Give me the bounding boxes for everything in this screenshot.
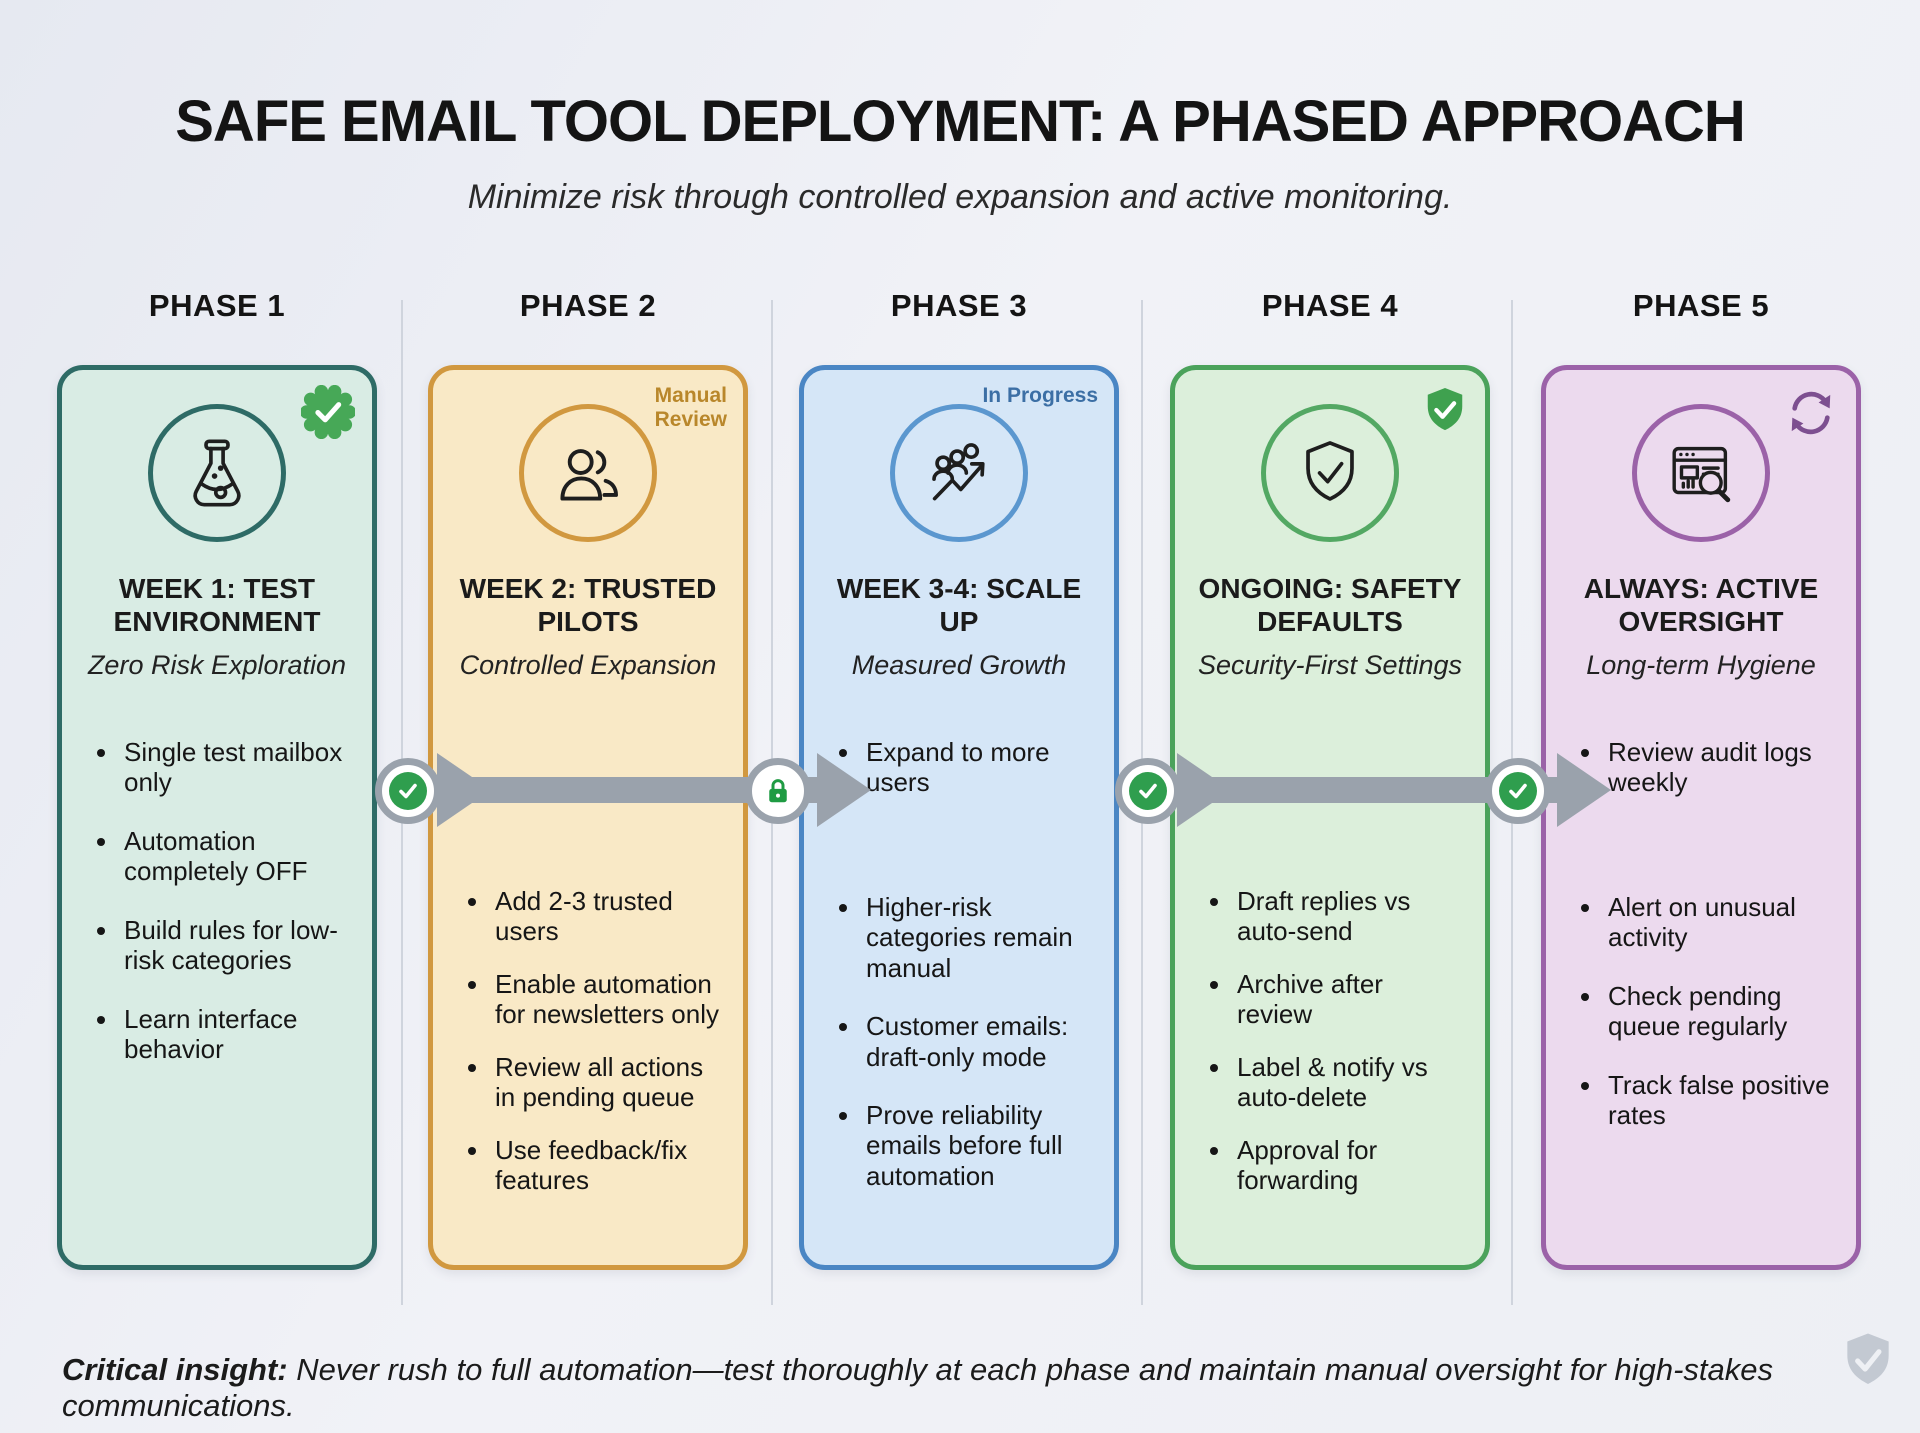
manual-review-badge: Manual Review [654, 384, 727, 432]
arrow-right-icon [1177, 753, 1231, 827]
card-tagline: Long-term Hygiene [1586, 650, 1816, 681]
arrow-right-icon [817, 753, 871, 827]
phase-1-card: WEEK 1: TEST ENVIRONMENT Zero Risk Explo… [57, 365, 377, 1270]
card-title: WEEK 3-4: SCALE UP [836, 573, 1082, 638]
shield-check-badge-icon [1422, 385, 1468, 442]
refresh-cycle-icon [1783, 385, 1839, 446]
shield-check-icon [1261, 404, 1399, 542]
critical-insight-text: Never rush to full automation—test thoro… [62, 1352, 1774, 1423]
phase-5-label: PHASE 5 [1632, 288, 1770, 323]
bullet-item: Higher-risk categories remain manual [862, 892, 1094, 983]
bullet-item: Automation completely OFF [120, 826, 352, 887]
milestone-lock-icon [745, 758, 811, 824]
phase-5-card: ALWAYS: ACTIVE OVERSIGHT Long-term Hygie… [1541, 365, 1861, 1270]
bullet-item: Review audit logs weekly [1604, 737, 1836, 798]
bullet-item: Approval for forwarding [1233, 1135, 1465, 1196]
team-growth-icon [890, 404, 1028, 542]
bullet-item: Single test mailbox only [120, 737, 352, 798]
bullet-item: Enable automation for newsletters only [491, 969, 723, 1030]
page-title: SAFE EMAIL TOOL DEPLOYMENT: A PHASED APP… [175, 89, 1745, 154]
phase-4-label: PHASE 4 [1261, 288, 1399, 323]
bullet-item: Use feedback/fix features [491, 1135, 723, 1196]
verified-seal-check-icon [299, 384, 357, 444]
card-title: ONGOING: SAFETY DEFAULTS [1198, 573, 1462, 638]
bullet-list: Add 2-3 trusted users Enable automation … [449, 886, 727, 1217]
bullet-item: Draft replies vs auto-send [1233, 886, 1465, 947]
arrow-right-icon [1557, 753, 1611, 827]
bullet-item: Track false positive rates [1604, 1070, 1836, 1131]
bullet-list: Single test mailbox only Automation comp… [78, 737, 356, 1092]
critical-insight: Critical insight: Never rush to full aut… [62, 1352, 1802, 1424]
phase-3-card: In Progress WEEK 3-4: SCALE UP Measured … [799, 365, 1119, 1270]
phase-2-card: Manual Review WEEK 2: TRUSTED PILOTS Con… [428, 365, 748, 1270]
bullet-list: Expand to more users Higher-risk categor… [820, 737, 1098, 1219]
bullet-item: Learn interface behavior [120, 1004, 352, 1065]
page-subtitle: Minimize risk through controlled expansi… [467, 178, 1453, 216]
flask-icon [148, 404, 286, 542]
bullet-item: Check pending queue regularly [1604, 981, 1836, 1042]
phase-labels-row: PHASE 1 PHASE 2 PHASE 3 PHASE 4 PHASE 5 [57, 288, 1863, 324]
phase-3-label: PHASE 3 [890, 288, 1028, 323]
bullet-item: Archive after review [1233, 969, 1465, 1030]
bullet-item: Expand to more users [862, 737, 1094, 798]
milestone-check-icon [1115, 758, 1181, 824]
bullet-item: Label & notify vs auto-delete [1233, 1052, 1465, 1113]
card-tagline: Zero Risk Exploration [87, 650, 347, 681]
bullet-item: Alert on unusual activity [1604, 892, 1836, 953]
card-title: ALWAYS: ACTIVE OVERSIGHT [1583, 573, 1819, 638]
audit-monitor-icon [1632, 404, 1770, 542]
bullet-item: Build rules for low-risk categories [120, 915, 352, 976]
bullet-item: Add 2-3 trusted users [491, 886, 723, 947]
bullet-item: Customer emails: draft-only mode [862, 1011, 1094, 1072]
milestone-check-icon [375, 758, 441, 824]
arrow-right-icon [437, 753, 491, 827]
in-progress-badge: In Progress [982, 384, 1098, 407]
card-tagline: Security-First Settings [1197, 650, 1463, 681]
card-title: WEEK 1: TEST ENVIRONMENT [113, 573, 321, 638]
milestone-check-icon [1485, 758, 1551, 824]
bullet-item: Review all actions in pending queue [491, 1052, 723, 1113]
card-title: WEEK 2: TRUSTED PILOTS [459, 573, 717, 638]
bullet-item: Prove reliability emails before full aut… [862, 1100, 1094, 1191]
critical-insight-label: Critical insight: [62, 1352, 288, 1387]
bullet-list: Review audit logs weekly Alert on unusua… [1562, 737, 1840, 1158]
phase-2-label: PHASE 2 [519, 288, 657, 323]
shield-check-watermark-icon [1840, 1330, 1896, 1397]
card-tagline: Measured Growth [851, 650, 1067, 681]
card-tagline: Controlled Expansion [459, 650, 717, 681]
phase-1-label: PHASE 1 [148, 288, 286, 323]
users-icon [519, 404, 657, 542]
bullet-list: Draft replies vs auto-send Archive after… [1191, 886, 1469, 1217]
